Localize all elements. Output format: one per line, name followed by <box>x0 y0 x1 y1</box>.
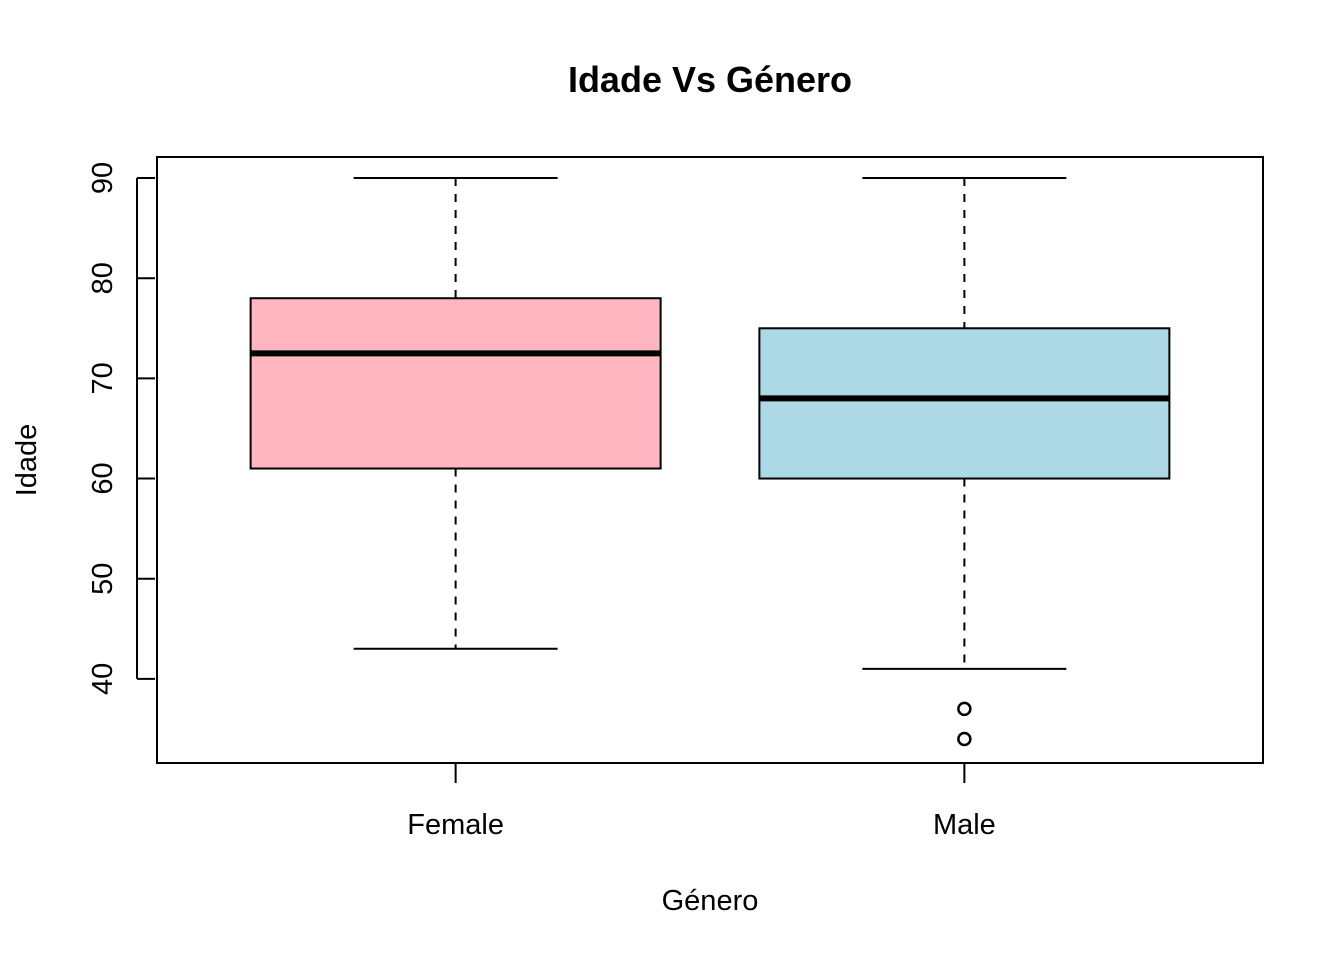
x-tick-label: Female <box>407 809 504 841</box>
y-tick-label: 80 <box>87 262 119 294</box>
iqr-box <box>249 297 662 470</box>
y-tick-label: 90 <box>87 162 119 194</box>
y-tick-label: 70 <box>87 362 119 394</box>
outlier-point <box>957 731 972 747</box>
plot-frame <box>156 156 1264 764</box>
y-tick-label: 40 <box>87 663 119 695</box>
y-axis: 40 50 60 70 80 90 <box>87 162 155 695</box>
y-tick-label: 50 <box>87 563 119 595</box>
iqr-box <box>758 327 1171 480</box>
outlier-point <box>957 701 972 717</box>
x-axis: Female Male <box>407 763 996 841</box>
box-female <box>249 177 662 650</box>
y-tick-label: 60 <box>87 462 119 494</box>
chart-marks <box>249 177 1171 747</box>
y-axis-label: Idade <box>11 424 43 497</box>
x-tick-label: Male <box>933 809 996 841</box>
box-male <box>758 177 1171 747</box>
chart-title: Idade Vs Género <box>568 59 852 100</box>
x-axis-label: Género <box>662 885 759 917</box>
